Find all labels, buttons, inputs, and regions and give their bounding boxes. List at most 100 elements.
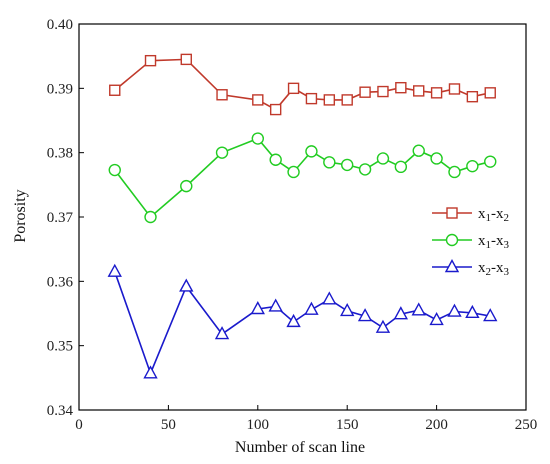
square-marker [466,90,479,103]
triangle-marker [286,313,301,328]
square-marker [341,94,353,106]
square-marker [269,103,282,116]
square-marker [413,85,425,97]
y-tick-label: 0.37 [47,210,74,226]
circle-marker [448,165,461,179]
circle-marker [466,159,479,173]
plot-frame [78,23,527,411]
triangle-marker [375,319,391,333]
series-x1-x3 [108,132,497,224]
circle-marker [144,210,157,224]
triangle-marker [411,302,426,316]
triangle-marker [357,308,373,322]
square-marker [395,81,407,94]
square-marker [323,94,336,106]
circle-marker [269,153,282,166]
triangle-marker [447,303,462,317]
square-marker [446,207,458,219]
square-marker [359,86,371,98]
y-tick-label: 0.38 [47,146,73,162]
triangle-marker [340,302,355,317]
series-line [114,58,491,111]
triangle-marker [268,298,283,312]
legend-subscript: 1 [486,212,492,224]
square-marker [287,82,300,95]
circle-marker [484,155,497,168]
triangle-marker [465,304,480,319]
square-marker [216,89,228,101]
triangle-marker [444,259,460,273]
square-marker [448,83,461,95]
legend-item-x1-x2: x1-x2 [432,206,509,224]
circle-marker [215,146,229,159]
x-tick-label: 0 [75,417,83,433]
x-axis-title: Number of scan line [235,439,365,456]
legend-text-part: x [478,206,486,222]
triangle-marker [393,306,409,320]
triangle-marker [179,278,194,292]
triangle-marker [483,308,498,322]
x-tick-label: 250 [515,417,538,433]
y-tick-label: 0.40 [47,17,73,33]
legend-text-part: -x [491,206,504,222]
axis-ticks: 0 50 100 150 200 250 0.34 0.35 0.36 0.37 0.38 0.39 0… [47,17,538,433]
circle-marker [376,152,390,165]
square-marker [109,84,121,96]
triangle-marker [429,311,444,326]
circle-marker [323,156,336,169]
circle-marker [430,152,443,165]
triangle-marker [250,301,265,315]
square-marker [180,53,192,66]
legend-subscript: 2 [486,266,492,278]
circle-marker [305,145,318,158]
x-tick-label: 50 [161,417,176,433]
legend-subscript: 1 [486,239,492,251]
y-axis-title: Porosity [12,189,29,242]
x-tick-label: 150 [336,417,359,433]
square-marker [305,92,318,105]
square-marker [144,54,157,67]
legend-subscript: 3 [504,266,510,278]
legend-label: x2-x3 [478,260,510,278]
legend-text-part: x [478,233,486,249]
legend-label: x1-x2 [478,206,509,224]
circle-marker [108,163,121,177]
triangle-marker [107,263,122,277]
circle-marker [180,179,193,193]
x-tick-label: 200 [425,417,448,433]
legend-text-part: -x [491,260,504,276]
series-line [114,137,491,219]
triangle-marker [143,365,158,379]
legend-item-x2-x3: x2-x3 [432,259,510,278]
square-marker [430,87,443,99]
y-tick-label: 0.35 [47,339,73,355]
legend-subscript: 3 [504,239,510,251]
y-tick-label: 0.39 [47,81,73,97]
circle-marker [412,144,425,157]
legend-subscript: 2 [504,212,510,224]
series-layer [107,53,498,379]
square-marker [252,94,264,106]
series-x1-x2 [109,53,496,116]
circle-marker [394,160,408,174]
legend-text-part: x [478,260,486,276]
circle-marker [358,163,372,176]
circle-marker [341,158,354,172]
triangle-marker [322,291,337,305]
triangle-marker [214,326,230,340]
square-marker [377,85,389,98]
circle-marker [445,233,459,247]
y-tick-label: 0.34 [47,403,74,419]
legend-item-x1-x3: x1-x3 [432,233,510,251]
legend-text-part: -x [491,233,504,249]
legend-label: x1-x3 [478,233,510,251]
circle-marker [251,132,264,145]
x-tick-label: 100 [247,417,270,433]
square-marker [484,87,496,99]
triangle-marker [304,301,319,315]
circle-marker [287,165,300,179]
y-tick-label: 0.36 [47,274,74,290]
series-x2-x3 [107,263,498,379]
